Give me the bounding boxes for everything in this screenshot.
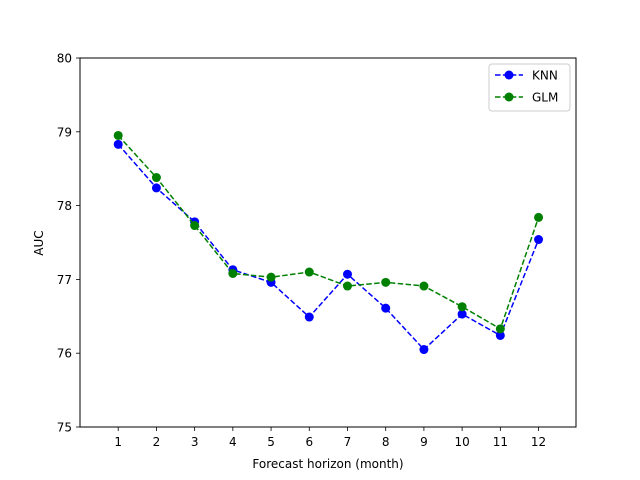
legend-marker-knn: [504, 70, 514, 80]
y-axis-label: AUC: [32, 230, 46, 255]
x-tick-label: 6: [305, 435, 313, 449]
data-point-glm: [457, 302, 467, 312]
x-tick-label: 1: [114, 435, 122, 449]
y-tick-label: 78: [57, 199, 72, 213]
x-tick-label: 4: [229, 435, 237, 449]
data-point-knn: [534, 235, 544, 245]
data-point-knn: [342, 269, 352, 279]
y-tick-label: 76: [57, 347, 72, 361]
x-tick-label: 9: [420, 435, 428, 449]
x-tick-label: 11: [493, 435, 508, 449]
series-line-knn: [117, 143, 540, 351]
y-tick-label: 79: [57, 125, 72, 139]
y-axis-ticks: 75 76 77 78 79 80: [57, 52, 80, 435]
x-axis-label: Forecast horizon (month): [252, 457, 403, 471]
x-tick-label: 12: [531, 435, 546, 449]
data-point-glm: [534, 212, 544, 222]
data-point-knn: [304, 312, 314, 322]
x-tick-label: 10: [454, 435, 469, 449]
legend-label-glm: GLM: [532, 91, 558, 105]
y-tick-label: 75: [57, 421, 72, 435]
data-point-glm: [228, 268, 238, 278]
data-point-glm: [190, 221, 200, 231]
data-point-glm: [113, 130, 123, 140]
data-point-glm: [342, 281, 352, 291]
data-point-knn: [381, 303, 391, 313]
x-axis-ticks: 1 2 3 4 5 6 7 8 9 10 11 12: [114, 427, 546, 449]
data-point-glm: [381, 277, 391, 287]
x-tick-label: 2: [153, 435, 161, 449]
plot-frame: [79, 57, 577, 428]
x-tick-label: 5: [267, 435, 275, 449]
data-point-glm: [495, 324, 505, 334]
legend-label-knn: KNN: [532, 69, 558, 83]
x-tick-label: 7: [344, 435, 352, 449]
data-point-knn: [495, 330, 505, 340]
data-point-knn: [419, 345, 429, 355]
data-point-knn: [151, 183, 161, 193]
legend-marker-glm: [504, 92, 514, 102]
data-point-glm: [304, 267, 314, 277]
plot-area: [80, 58, 576, 427]
data-point-knn: [457, 309, 467, 319]
x-tick-label: 8: [382, 435, 390, 449]
x-tick-label: 3: [191, 435, 199, 449]
legend: KNN GLM: [488, 63, 571, 112]
data-point-knn: [113, 139, 123, 149]
y-tick-label: 80: [57, 52, 72, 66]
data-point-glm: [151, 173, 161, 183]
y-tick-label: 77: [57, 273, 72, 287]
series-layer: [113, 130, 544, 355]
data-point-glm: [266, 272, 276, 282]
series-line-glm: [117, 134, 540, 330]
data-point-glm: [419, 281, 429, 291]
